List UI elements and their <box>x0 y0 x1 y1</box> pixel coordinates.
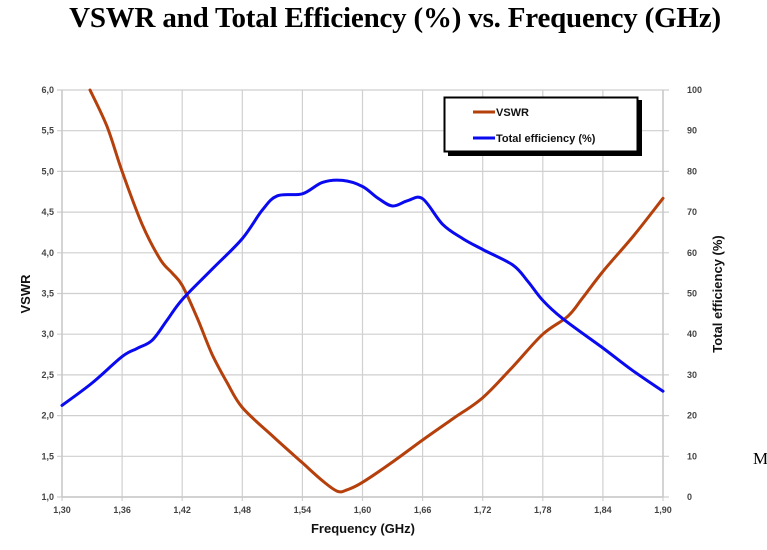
legend-box <box>443 96 639 153</box>
y-tick-label: 2,0 <box>41 411 54 421</box>
y-tick-label: 1,5 <box>41 451 54 461</box>
x-tick-label: 1,90 <box>654 505 672 515</box>
x-tick-label: 1,72 <box>474 505 492 515</box>
legend-label-total-efficiency: Total efficiency (%) <box>496 133 596 145</box>
page-title: VSWR and Total Efficiency (%) vs. Freque… <box>69 2 721 34</box>
y-tick-label: 5,0 <box>41 166 54 176</box>
y-tick-label: 1,0 <box>41 492 54 502</box>
y-axis-label: VSWR <box>18 274 33 314</box>
y2-tick-label: 0 <box>687 492 692 502</box>
y-tick-label: 2,5 <box>41 370 54 380</box>
x-tick-label: 1,54 <box>294 505 312 515</box>
y2-tick-label: 80 <box>687 166 697 176</box>
y2-tick-label: 20 <box>687 411 697 421</box>
y2-tick-label: 90 <box>687 126 697 136</box>
y2-axis-label: Total efficiency (%) <box>710 235 725 353</box>
x-tick-label: 1,60 <box>354 505 372 515</box>
y2-tick-label: 40 <box>687 329 697 339</box>
x-tick-label: 1,36 <box>113 505 131 515</box>
y2-tick-label: 70 <box>687 207 697 217</box>
total-efficiency-line <box>60 178 665 407</box>
axes <box>61 90 664 498</box>
y2-tick-label: 50 <box>687 289 697 299</box>
y2-tick-label: 30 <box>687 370 697 380</box>
x-tick-label: 1,30 <box>53 505 71 515</box>
x-tick-label: 1,78 <box>534 505 552 515</box>
y-tick-label: 3,5 <box>41 289 54 299</box>
x-tick-label: 1,84 <box>594 505 612 515</box>
y2-tick-label: 100 <box>687 85 702 95</box>
x-axis-label: Frequency (GHz) <box>311 521 415 536</box>
legend-label-vswr: VSWR <box>496 107 529 119</box>
y-tick-label: 5,5 <box>41 126 54 136</box>
x-tick-label: 1,48 <box>234 505 252 515</box>
y-tick-label: 6,0 <box>41 85 54 95</box>
y-tick-label: 4,5 <box>41 207 54 217</box>
cropped-text-fragment: M <box>753 449 767 468</box>
x-tick-label: 1,66 <box>414 505 432 515</box>
y-tick-label: 3,0 <box>41 329 54 339</box>
vswr-line <box>88 88 665 494</box>
series-lines <box>60 88 665 494</box>
y2-tick-label: 10 <box>687 451 697 461</box>
tick-labels: 1,30 1,36 1,42 1,48 1,54 1,60 1,66 1,72 1,78 1,84… <box>41 85 702 515</box>
x-tick-label: 1,42 <box>173 505 191 515</box>
y-tick-label: 4,0 <box>41 248 54 258</box>
legend: VSWR Total efficiency (%) <box>443 96 642 156</box>
y2-tick-label: 60 <box>687 248 697 258</box>
